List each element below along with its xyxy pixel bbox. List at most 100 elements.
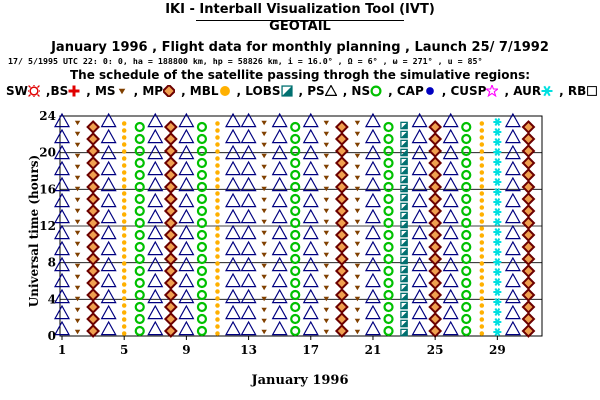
region-mark [411,128,428,144]
region-mark [196,169,208,181]
region-mark [86,264,101,278]
region-mark [74,131,81,137]
region-mark [271,256,288,272]
region-mark [86,204,101,218]
region-mark [493,198,502,206]
region-mark [215,233,220,238]
region-mark [290,229,301,241]
region-mark [225,160,242,176]
region-mark [271,224,288,240]
region-mark [225,288,242,304]
legend-item: , AUR [504,84,553,98]
region-mark [261,329,267,335]
region-mark [354,296,361,302]
region-mark [411,112,428,128]
region-mark [428,276,443,290]
region-mark [428,132,443,146]
region-mark [493,288,502,296]
region-mark [163,312,178,326]
region-mark [121,128,127,133]
region-mark [121,170,127,175]
region-mark [147,112,164,128]
region-mark [504,144,521,160]
region-mark [215,149,220,154]
region-mark [290,157,301,169]
title-divider [196,20,404,21]
region-mark [354,274,361,280]
region-mark [261,219,267,225]
region-mark [411,256,428,272]
day-column-10 [196,121,208,337]
region-mark [428,312,443,326]
region-mark [86,300,101,314]
region-mark [86,144,101,158]
region-mark [178,224,195,240]
region-mark [461,193,472,205]
day-column-8 [163,120,178,338]
region-mark [196,325,208,337]
region-mark [163,120,178,134]
region-mark [121,324,127,329]
legend-item: , NS [343,84,382,98]
region-mark [163,192,178,206]
region-mark [323,329,330,335]
region-mark [261,318,267,324]
region-mark [100,144,117,160]
region-mark [493,258,502,266]
region-mark [134,301,145,313]
region-mark [302,208,319,224]
region-mark [479,324,485,329]
x-tick-label: 1 [58,343,66,357]
region-mark [334,288,349,302]
x-tick-label: 13 [240,343,257,357]
region-mark [215,142,220,147]
region-mark [163,324,178,338]
region-mark [290,217,301,229]
region-mark [493,208,502,216]
region-mark [215,184,220,189]
region-mark [400,256,408,265]
region-mark [493,168,502,176]
region-mark [479,296,485,301]
region-mark [121,177,127,182]
region-mark [86,324,101,338]
region-mark [240,272,257,288]
region-mark [261,296,267,302]
region-mark [461,157,472,169]
region-mark [163,240,178,254]
region-mark [290,121,301,133]
region-mark [290,193,301,205]
region-mark [364,160,381,176]
region-mark [261,131,267,137]
region-mark [383,277,394,289]
region-mark [271,192,288,208]
region-mark [225,112,242,128]
region-mark [411,304,428,320]
region-mark [323,307,330,313]
region-mark [74,263,81,269]
region-mark [225,272,242,288]
region-mark [100,160,117,176]
region-mark [354,318,361,324]
day-column-23 [400,121,408,337]
region-mark [163,276,178,290]
region-mark [461,265,472,277]
day-column-7 [147,112,164,336]
region-mark [400,229,408,238]
region-mark [86,192,101,206]
region-mark [479,310,485,315]
region-mark [86,240,101,254]
region-legend: SW ,BS , MS , MP , MBL , LOBS , PS , NS , CAP , C… [6,83,600,99]
region-mark [479,261,485,266]
region-mark [354,142,361,148]
region-mark [323,274,330,280]
region-mark [215,324,220,329]
region-mark [215,275,220,280]
region-mark [461,145,472,157]
region-mark [271,176,288,192]
region-mark [196,205,208,217]
region-mark [261,197,267,203]
region-mark [74,164,81,170]
region-mark [215,310,220,315]
region-mark [504,272,521,288]
